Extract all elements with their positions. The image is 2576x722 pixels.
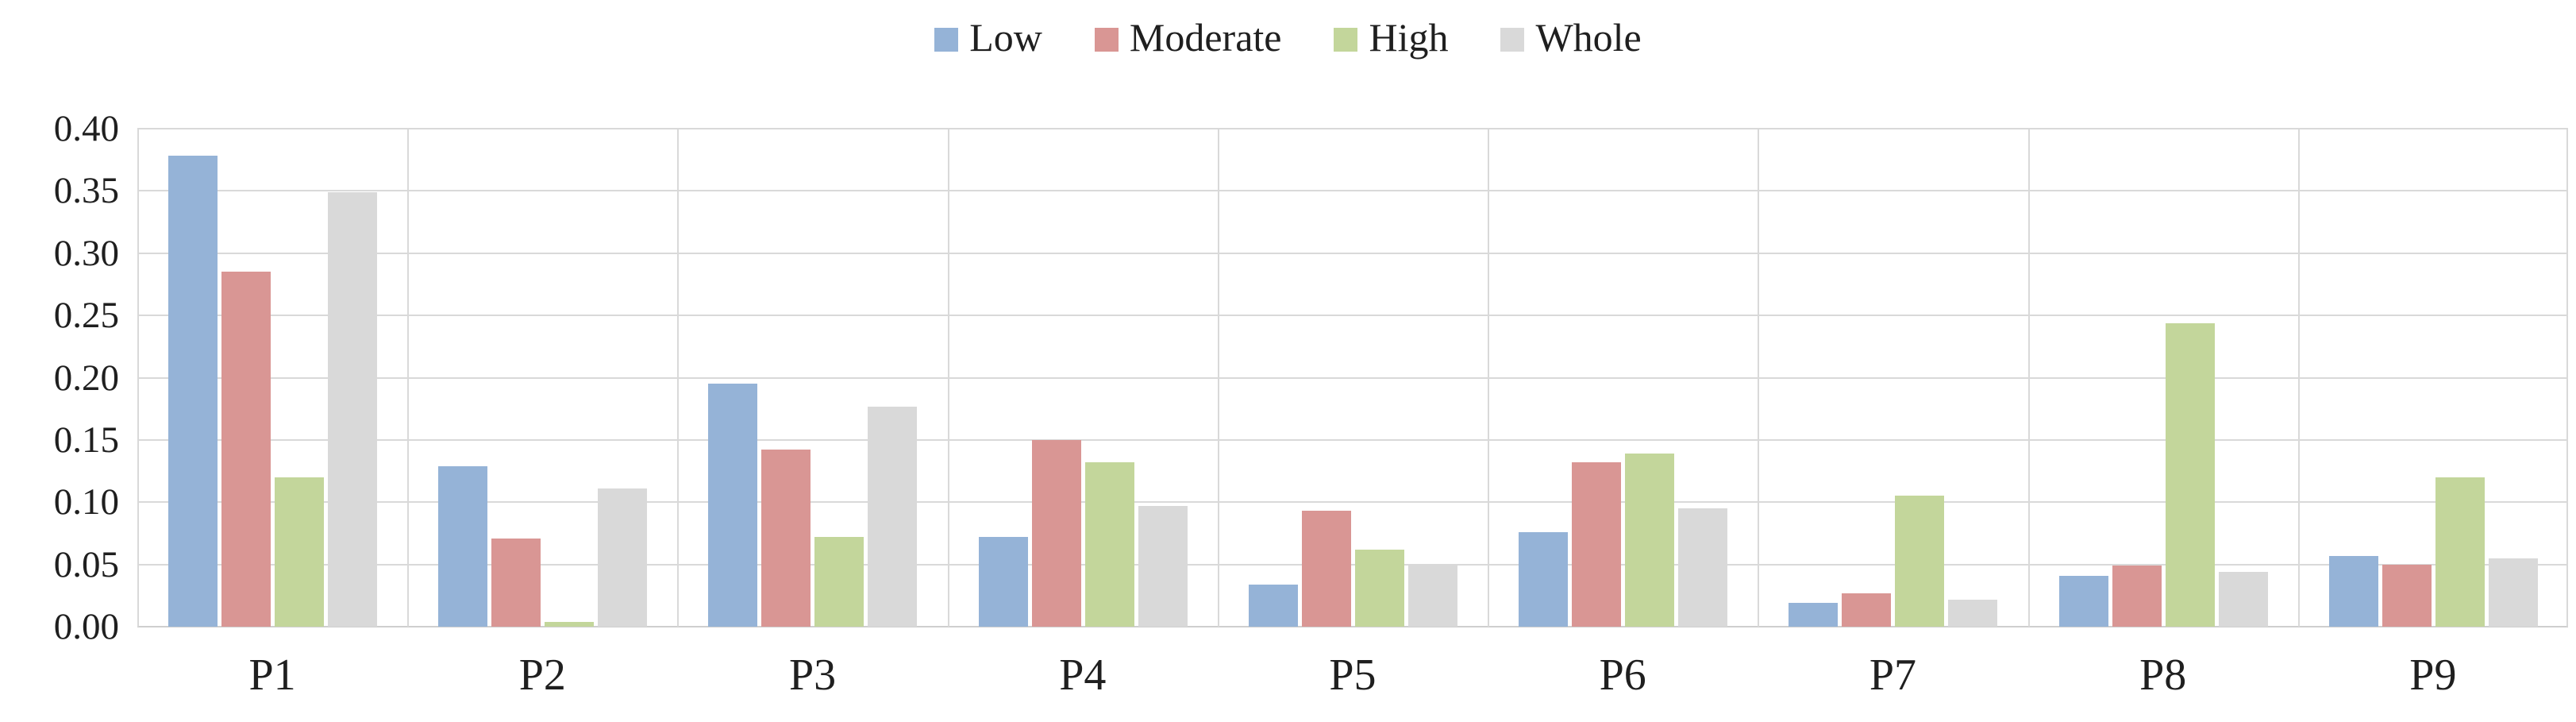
bar-high-p2 [544, 622, 594, 627]
bar-high-p7 [1894, 496, 1944, 627]
bar-high-p1 [274, 477, 324, 627]
bar-whole-p5 [1407, 565, 1457, 627]
vertical-gridline [677, 129, 679, 627]
bar-whole-p2 [597, 488, 647, 627]
x-tick-p6: P6 [1599, 651, 1646, 700]
bar-group-p5 [1218, 129, 1488, 627]
horizontal-gridline [137, 376, 2568, 379]
x-tick-p2: P2 [518, 651, 566, 700]
bar-group-p6 [1488, 129, 1758, 627]
bar-moderate-p4 [1031, 440, 1081, 627]
bar-low-p4 [978, 537, 1028, 627]
bar-group-p9 [2298, 129, 2568, 627]
vertical-gridline [2566, 129, 2568, 627]
x-tick-p7: P7 [1869, 651, 1917, 700]
bar-high-p4 [1084, 462, 1134, 627]
y-tick-0.25: 0.25 [53, 295, 119, 337]
bar-moderate-p5 [1301, 511, 1351, 627]
y-tick-0.15: 0.15 [53, 419, 119, 461]
bar-group-p4 [948, 129, 1218, 627]
y-tick-0.35: 0.35 [53, 170, 119, 212]
legend-label-low: Low [969, 15, 1042, 60]
bar-low-p8 [2058, 576, 2108, 627]
bar-high-p9 [2435, 477, 2485, 627]
bar-low-p6 [1518, 532, 1568, 627]
bar-whole-p7 [1947, 600, 1997, 627]
bar-whole-p8 [2218, 572, 2268, 627]
horizontal-gridline [137, 563, 2568, 566]
horizontal-gridline [137, 501, 2568, 504]
bar-group-p1 [137, 129, 407, 627]
vertical-gridline [1488, 129, 1489, 627]
bar-low-p5 [1248, 585, 1298, 627]
legend-swatch-low [934, 28, 959, 52]
bar-group-p2 [407, 129, 677, 627]
legend-item-moderate: Moderate [1094, 15, 1282, 60]
bar-moderate-p7 [1841, 593, 1891, 627]
legend-item-high: High [1334, 17, 1448, 57]
bar-group-p3 [677, 129, 947, 627]
vertical-gridline [1218, 129, 1219, 627]
x-tick-p3: P3 [788, 651, 837, 700]
legend-item-low: Low [934, 17, 1042, 57]
vertical-gridline [407, 129, 409, 627]
bar-moderate-p2 [491, 539, 541, 627]
vertical-gridline [1758, 129, 1759, 627]
x-tick-p4: P4 [1059, 651, 1107, 700]
legend-label-whole: Whole [1535, 15, 1642, 60]
y-tick-0.00: 0.00 [53, 606, 119, 647]
bar-moderate-p9 [2382, 565, 2432, 627]
vertical-gridline [2028, 129, 2030, 627]
y-tick-0.10: 0.10 [53, 481, 119, 523]
bar-whole-p4 [1138, 506, 1188, 627]
vertical-gridline [948, 129, 949, 627]
bar-low-p9 [2328, 556, 2378, 627]
bar-whole-p1 [327, 192, 377, 627]
horizontal-gridline [137, 128, 2568, 129]
bar-high-p8 [2165, 323, 2215, 627]
y-tick-0.30: 0.30 [53, 232, 119, 274]
bar-moderate-p8 [2112, 566, 2162, 627]
bar-low-p1 [167, 156, 218, 627]
x-tick-p5: P5 [1329, 651, 1377, 700]
horizontal-gridline [137, 315, 2568, 317]
plot-area [137, 128, 2568, 627]
legend-label-moderate: Moderate [1129, 15, 1282, 60]
y-tick-0.40: 0.40 [53, 108, 119, 149]
bar-low-p7 [1788, 603, 1838, 627]
vertical-gridline [137, 129, 139, 627]
legend-swatch-moderate [1094, 28, 1119, 52]
horizontal-gridline [137, 438, 2568, 441]
chart-legend: Low Moderate High Whole [0, 8, 2576, 67]
legend-label-high: High [1369, 15, 1449, 60]
y-tick-0.05: 0.05 [53, 543, 119, 585]
bar-moderate-p6 [1571, 462, 1621, 627]
legend-swatch-high [1334, 28, 1358, 52]
bar-high-p5 [1354, 550, 1404, 627]
bar-whole-p3 [867, 407, 917, 627]
x-tick-p8: P8 [2139, 651, 2187, 700]
x-axis-baseline [137, 626, 2568, 627]
bar-whole-p9 [2488, 558, 2538, 627]
bar-high-p6 [1624, 454, 1674, 627]
x-tick-p1: P1 [248, 651, 296, 700]
bar-whole-p6 [1677, 508, 1727, 627]
bar-high-p3 [814, 537, 864, 627]
horizontal-gridline [137, 190, 2568, 192]
x-tick-p9: P9 [2409, 651, 2457, 700]
bar-low-p2 [437, 466, 487, 627]
bar-group-p7 [1758, 129, 2027, 627]
bar-group-p8 [2028, 129, 2298, 627]
bar-low-p3 [707, 384, 757, 627]
bar-moderate-p1 [221, 272, 271, 627]
horizontal-gridline [137, 252, 2568, 254]
y-tick-0.20: 0.20 [53, 357, 119, 399]
bar-moderate-p3 [760, 450, 811, 627]
legend-item-whole: Whole [1500, 15, 1642, 60]
vertical-gridline [2298, 129, 2300, 627]
legend-swatch-whole [1500, 28, 1525, 52]
